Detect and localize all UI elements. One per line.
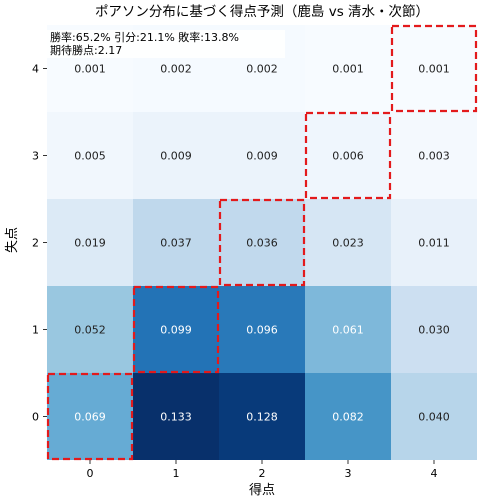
cell-value-label: 0.128 [246, 411, 278, 424]
x-tick-label: 3 [345, 467, 352, 480]
heatmap-cell [47, 199, 133, 286]
heatmap-cell [219, 373, 305, 460]
cell-value-label: 0.099 [160, 324, 192, 337]
draw-highlight-box [132, 285, 220, 374]
x-tick-label: 0 [87, 467, 94, 480]
result-probabilities: 勝率:65.2% 引分:21.1% 敗率:13.8% [50, 31, 239, 44]
x-axis-label: 得点 [249, 482, 275, 498]
draw-highlight-box [218, 198, 306, 287]
axis-ticks: 0 1 2 3 4 0 1 2 3 4 [32, 63, 438, 481]
heatmap-cell [133, 112, 219, 199]
y-tick-label: 4 [32, 63, 39, 76]
cell-value-label: 0.019 [74, 237, 106, 250]
heatmap-cell [133, 373, 219, 460]
x-tick-label: 1 [173, 467, 180, 480]
heatmap-cell [133, 199, 219, 286]
cell-value-label: 0.096 [246, 324, 278, 337]
y-tick-label: 2 [32, 237, 39, 250]
expected-points: 期待勝点:2.17 [50, 44, 123, 57]
heatmap-cell [47, 112, 133, 199]
heatmap-cell [391, 25, 477, 112]
match-probability-annotation: 勝率:65.2% 引分:21.1% 敗率:13.8% 期待勝点:2.17 [47, 30, 285, 58]
cell-value-label: 0.003 [418, 150, 450, 163]
heatmap-cell [391, 199, 477, 286]
cell-value-label: 0.082 [332, 411, 364, 424]
y-tick-label: 3 [32, 150, 39, 163]
heatmap-cell [133, 286, 219, 373]
cell-value-label: 0.037 [160, 237, 192, 250]
y-axis-label: 失点 [5, 227, 20, 253]
x-tick-label: 4 [431, 467, 438, 480]
heatmap-cell [391, 112, 477, 199]
cell-value-label: 0.006 [332, 150, 364, 163]
cell-value-label: 0.011 [418, 237, 450, 250]
cell-value-label: 0.030 [418, 324, 450, 337]
heatmap-cell [305, 373, 391, 460]
x-tick-label: 2 [259, 467, 266, 480]
cell-value-label: 0.002 [160, 63, 192, 76]
cell-value-label: 0.009 [160, 150, 192, 163]
cell-value-label: 0.133 [160, 411, 192, 424]
heatmap-cell [47, 373, 133, 460]
y-tick-label: 1 [32, 324, 39, 337]
chart-title: ポアソン分布に基づく得点予測（鹿島 vs 清水・次節） [95, 3, 429, 20]
draw-highlight-box [46, 372, 134, 461]
cell-value-label: 0.023 [332, 237, 364, 250]
cell-value-label: 0.001 [332, 63, 364, 76]
heatmap-cell [305, 286, 391, 373]
heatmap-cell [219, 286, 305, 373]
cell-value-label: 0.052 [74, 324, 106, 337]
heatmap-cells: 0.069 0.133 0.128 0.082 0.040 0.052 0.099 0.096… [47, 25, 477, 460]
heatmap-cell [219, 199, 305, 286]
draw-highlight-box [304, 111, 392, 200]
y-tick-label: 0 [32, 411, 39, 424]
cell-value-label: 0.061 [332, 324, 364, 337]
heatmap-cell [391, 286, 477, 373]
cell-value-label: 0.040 [418, 411, 450, 424]
heatmap-cell [305, 199, 391, 286]
cell-value-label: 0.002 [246, 63, 278, 76]
heatmap-cell [305, 112, 391, 199]
cell-value-label: 0.005 [74, 150, 106, 163]
heatmap-cell [391, 373, 477, 460]
diagonal-highlights [46, 24, 478, 461]
heatmap-cell [305, 25, 391, 112]
cell-value-label: 0.009 [246, 150, 278, 163]
cell-value-label: 0.001 [418, 63, 450, 76]
heatmap-cell [219, 112, 305, 199]
cell-value-label: 0.001 [74, 63, 106, 76]
cell-value-label: 0.036 [246, 237, 278, 250]
heatmap-cell [47, 286, 133, 373]
cell-value-label: 0.069 [74, 411, 106, 424]
draw-highlight-box [390, 24, 478, 113]
